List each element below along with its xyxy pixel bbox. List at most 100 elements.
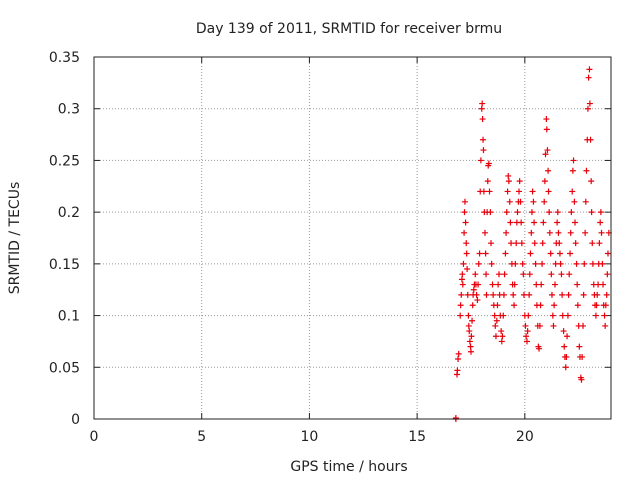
data-point — [559, 312, 566, 319]
data-point — [593, 302, 600, 309]
data-point — [589, 240, 596, 247]
data-point — [556, 240, 563, 247]
data-point — [571, 198, 578, 205]
data-point — [467, 343, 474, 350]
data-point — [597, 209, 604, 216]
data-point — [561, 343, 568, 350]
data-point — [473, 291, 480, 298]
data-point — [596, 240, 603, 247]
data-point — [592, 312, 599, 319]
data-point — [487, 209, 494, 216]
data-point — [498, 338, 505, 345]
data-point — [516, 188, 523, 195]
data-point — [587, 136, 594, 143]
data-point — [527, 250, 534, 257]
data-point — [475, 260, 482, 267]
data-point — [540, 219, 547, 226]
data-point — [488, 260, 495, 267]
data-point — [574, 302, 581, 309]
data-point — [586, 100, 593, 107]
data-point — [567, 250, 574, 257]
data-point — [589, 260, 596, 267]
data-point — [455, 350, 462, 357]
data-point — [531, 219, 538, 226]
data-point — [483, 291, 490, 298]
data-point — [563, 353, 570, 360]
data-point — [558, 271, 565, 278]
data-point — [483, 271, 490, 278]
data-point — [465, 312, 472, 319]
data-point — [463, 250, 470, 257]
data-point — [512, 260, 519, 267]
data-point — [536, 345, 543, 352]
data-point — [491, 312, 498, 319]
data-point — [460, 260, 467, 267]
data-point — [508, 240, 515, 247]
data-point — [482, 250, 489, 257]
data-point — [479, 100, 486, 107]
data-point — [461, 198, 468, 205]
data-point — [532, 260, 539, 267]
data-point — [600, 281, 607, 288]
y-tick-label: 0.1 — [58, 309, 80, 325]
data-point — [602, 322, 609, 329]
y-tick-label: 0.15 — [49, 257, 80, 273]
data-point — [503, 229, 510, 236]
data-point — [506, 198, 513, 205]
data-point — [519, 260, 526, 267]
data-point — [588, 209, 595, 216]
data-point — [588, 178, 595, 185]
data-point — [554, 219, 561, 226]
data-point — [546, 209, 553, 216]
data-point — [604, 250, 611, 257]
data-point — [503, 209, 510, 216]
data-point — [528, 229, 535, 236]
data-point — [452, 414, 459, 421]
data-point — [479, 116, 486, 123]
data-point — [583, 167, 590, 174]
data-point — [505, 172, 512, 179]
data-point — [469, 317, 476, 324]
data-point — [490, 291, 497, 298]
y-tick-label: 0 — [71, 412, 80, 428]
data-point — [539, 260, 546, 267]
data-point — [556, 250, 563, 257]
data-point — [526, 271, 533, 278]
data-point — [461, 229, 468, 236]
data-point — [523, 338, 530, 345]
data-point — [520, 291, 527, 298]
data-point — [579, 322, 586, 329]
data-point — [567, 229, 574, 236]
data-point — [470, 286, 477, 293]
data-point — [461, 209, 468, 216]
data-point — [477, 157, 484, 164]
data-point — [474, 297, 481, 304]
data-point — [480, 188, 487, 195]
data-point — [458, 276, 465, 283]
data-point — [472, 271, 479, 278]
data-point — [464, 266, 471, 273]
data-point — [559, 291, 566, 298]
data-point — [466, 328, 473, 335]
data-point — [489, 281, 496, 288]
data-point — [582, 229, 589, 236]
data-point — [507, 219, 514, 226]
data-point — [541, 178, 548, 185]
data-point — [492, 322, 499, 329]
data-point — [545, 188, 552, 195]
data-point — [505, 178, 512, 185]
data-point — [524, 328, 531, 335]
data-point — [518, 240, 525, 247]
data-point — [455, 356, 462, 363]
data-point — [576, 343, 583, 350]
data-point — [522, 322, 529, 329]
data-point — [547, 250, 554, 257]
data-point — [466, 338, 473, 345]
data-point — [568, 209, 575, 216]
data-point — [557, 260, 564, 267]
data-point — [500, 312, 507, 319]
data-point — [594, 291, 601, 298]
data-point — [602, 302, 609, 309]
data-point — [528, 209, 535, 216]
x-tick-label: 5 — [197, 429, 206, 445]
